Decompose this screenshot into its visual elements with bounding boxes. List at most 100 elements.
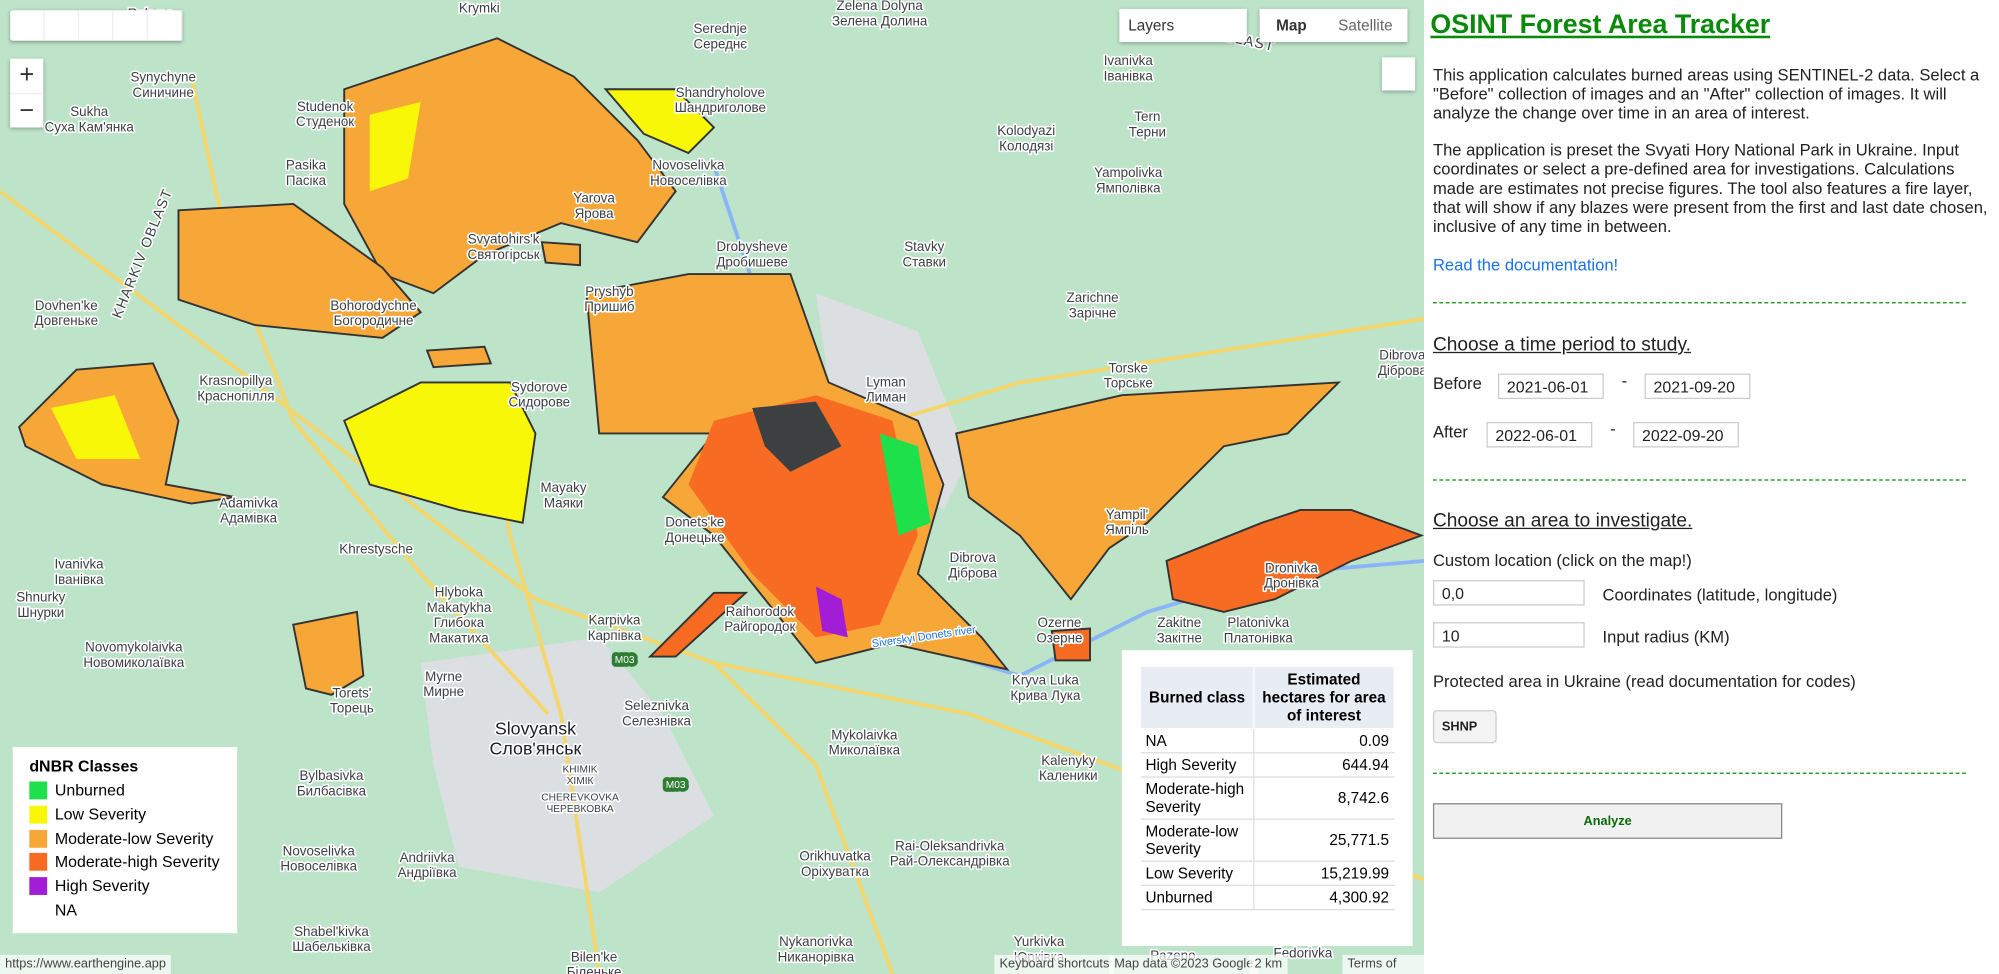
place-local-name: Ярова	[575, 206, 614, 221]
place-name: Yarova	[573, 191, 615, 206]
place-local-name: Зарічне	[1069, 305, 1117, 320]
place-name: Kryva Luka	[1012, 673, 1079, 688]
place-name: Yampolivka	[1094, 165, 1163, 180]
separator: -	[1621, 370, 1628, 391]
place-local-name: Лиман	[866, 390, 906, 405]
place-local-name: Закітне	[1157, 631, 1202, 646]
place-name: Krasnopillya	[199, 373, 272, 388]
place-name: Krymki	[459, 1, 500, 16]
map-button[interactable]: Map	[1276, 16, 1307, 35]
burn-class: Low Severity	[1140, 861, 1254, 887]
place-name: Hlyboka	[435, 585, 484, 600]
place-local-name: Ставки	[903, 254, 947, 269]
place-name: Fedorivka	[1274, 945, 1333, 960]
place-local-name: Торське	[1104, 376, 1153, 391]
place-name: Karpivka	[588, 613, 641, 628]
intro-text: This application calculates burned areas…	[1432, 65, 1980, 123]
fullscreen-button[interactable]	[1381, 57, 1416, 91]
place-name: Khrestysche	[339, 541, 413, 556]
place-name: Lyman	[866, 374, 906, 389]
place-local-name: Шнурки	[17, 605, 64, 620]
place-name: Zelena Dolyna	[837, 0, 924, 13]
section-heading: Choose an area to investigate.	[1432, 509, 1693, 532]
place-local-name: Крива Лука	[1010, 688, 1081, 703]
zoom-in[interactable]: +	[10, 59, 44, 95]
protected-label: Protected area in Ukraine (read document…	[1432, 671, 1856, 691]
point-tool[interactable]	[45, 10, 80, 41]
analyze-button[interactable]: Analyze	[1432, 803, 1783, 839]
before-start[interactable]: 2021-06-01	[1497, 373, 1604, 400]
after-start[interactable]: 2022-06-01	[1486, 421, 1593, 448]
place-local-name: Богородичне	[334, 313, 414, 328]
legend-label: Moderate-high Severity	[54, 853, 220, 872]
legend-item: Moderate-low Severity	[29, 828, 213, 848]
rectangle-tool[interactable]	[148, 10, 183, 41]
place-name: Nykanorivka	[779, 934, 853, 949]
hectares: 0.09	[1253, 728, 1395, 754]
city-local-name: Слов'янськ	[490, 739, 582, 759]
hectares: 25,771.5	[1253, 819, 1395, 862]
burn-class: Moderate-low Severity	[1140, 819, 1254, 862]
legend-label: Unburned	[54, 781, 125, 800]
place-name: Svyatohirs'k	[468, 232, 540, 247]
radius-input[interactable]: 10	[1432, 622, 1585, 648]
custom-label: Custom location (click on the map!)	[1432, 550, 1692, 570]
doc-link[interactable]: Read the documentation!	[1432, 254, 1619, 275]
place-name: Shandryholove	[676, 85, 765, 100]
legend-swatch	[29, 829, 48, 848]
coords-input[interactable]: 0,0	[1432, 580, 1585, 606]
after-end[interactable]: 2022-09-20	[1633, 421, 1739, 448]
legend-swatch	[29, 877, 48, 896]
before-end[interactable]: 2021-09-20	[1644, 373, 1751, 400]
place-local-name: Платонівка	[1224, 631, 1294, 646]
legend-item: High Severity	[29, 876, 150, 896]
place-local-name: Зелена Долина	[832, 13, 928, 28]
place-name: Shnurky	[16, 590, 65, 605]
place-local-name: Довгеньке	[35, 313, 99, 328]
place-local-name: Краснопілля	[197, 388, 274, 403]
place-name: Novoselivka	[283, 843, 356, 858]
place-name: Sydorove	[511, 379, 568, 394]
radius-label: Input radius (KM)	[1602, 627, 1730, 647]
satellite-button[interactable]: Satellite	[1338, 16, 1393, 35]
roads	[0, 76, 1425, 974]
legend-swatch	[29, 805, 48, 824]
place-local-name: Терни	[1129, 124, 1166, 139]
place-name: Synychyne	[130, 70, 195, 85]
place-local-name: Святогірськ	[468, 247, 540, 262]
place-local-name: Пасіка	[286, 173, 327, 188]
place-name: Adamivka	[219, 495, 278, 510]
place-local-name: Ямпіль	[1105, 522, 1149, 537]
hectares: 8,742.6	[1253, 777, 1395, 820]
place-local-name: Дронівка	[1264, 576, 1320, 591]
layers-button[interactable]: Layers	[1119, 8, 1247, 43]
legend-label: NA	[54, 901, 77, 920]
place-name: Studenok	[297, 99, 354, 114]
place-local-name: Сидорове	[508, 395, 570, 410]
place-local-name: Миколаївка	[829, 743, 901, 758]
place-local-name: Макатиха	[429, 631, 489, 646]
place-local-name: Донецьке	[665, 530, 725, 545]
zoom-out[interactable]: −	[19, 96, 35, 125]
line-tool[interactable]	[79, 10, 114, 41]
city-name: Slovyansk	[495, 718, 576, 738]
app-title: OSINT Forest Area Tracker	[1430, 10, 1771, 40]
place-local-name: Маяки	[544, 495, 583, 510]
pan-tool[interactable]	[10, 10, 45, 41]
place-local-name: Ямполівка	[1096, 181, 1161, 196]
divider	[1432, 479, 1966, 481]
keyboard-shortcuts[interactable]: Keyboard shortcuts	[994, 954, 1115, 974]
terms[interactable]: Terms of Use	[1342, 954, 1425, 974]
place-local-name: Озерне	[1036, 631, 1082, 646]
area-select[interactable]: SHNP	[1432, 710, 1497, 744]
results-table: Burned class Estimated hectares for area …	[1139, 665, 1395, 911]
table-row: Low Severity 15,219.99	[1140, 861, 1395, 887]
scale: 2 km	[1249, 954, 1288, 974]
table-row: Moderate-high Severity 8,742.6	[1140, 777, 1395, 820]
place-local-name: Іванівка	[54, 572, 104, 587]
place-name: Torske	[1109, 360, 1148, 375]
polygon-tool[interactable]	[113, 10, 148, 41]
place-local-name: Діброва	[948, 566, 998, 581]
